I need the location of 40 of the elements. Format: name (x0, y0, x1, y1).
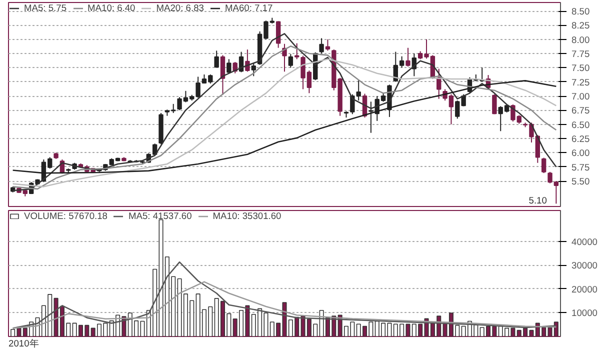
y-tick-label: 7.50 (572, 63, 590, 74)
y-tick-label: 6.25 (572, 134, 590, 144)
candlestick (288, 54, 294, 68)
y-tick-label: 7.25 (572, 77, 590, 88)
y-tick-label: 40000 (572, 236, 598, 247)
legend-label: MA5: 5.75 (24, 3, 67, 13)
y-tick-label: 7.75 (572, 49, 590, 59)
legend-label: MA60: 7.17 (224, 3, 273, 13)
legend-label: VOLUME: 57670.18 (24, 211, 108, 221)
candlestick (251, 62, 256, 77)
y-tick-label: 5.50 (572, 176, 590, 186)
y-tick-label: 5.75 (572, 162, 590, 172)
candlestick (226, 58, 232, 74)
y-tick-label: 8.50 (572, 6, 590, 16)
candlestick (294, 42, 300, 60)
candlestick (276, 20, 281, 48)
legend-label: MA5: 41537.60 (128, 211, 192, 221)
legend-label: MA10: 6.40 (88, 3, 136, 13)
candlestick (406, 47, 410, 68)
y-tick-label: 10000 (572, 308, 598, 318)
y-tick-label: 30000 (572, 260, 598, 271)
text: 2010年 (8, 338, 38, 348)
y-tick-label: 20000 (572, 284, 598, 294)
line-series (12, 261, 557, 329)
candlestick (492, 94, 497, 115)
legend-label: MA20: 6.83 (156, 3, 204, 13)
y-tick-label: 6.50 (572, 120, 590, 130)
candlestick (214, 50, 219, 68)
candlestick (325, 38, 330, 52)
candlestick (282, 43, 287, 72)
line-series (12, 281, 557, 329)
candlestick (319, 38, 324, 54)
legend-label: MA10: 35301.60 (212, 211, 282, 221)
y-tick-label: 8.25 (572, 20, 590, 31)
y-tick-label: 6.75 (572, 106, 590, 116)
candlestick (541, 157, 546, 174)
y-tick-label: 7.00 (572, 92, 590, 102)
y-tick-label: 8.00 (572, 34, 590, 45)
y-tick-label: 6.00 (572, 148, 590, 158)
annotation: 5.10 (528, 196, 547, 206)
